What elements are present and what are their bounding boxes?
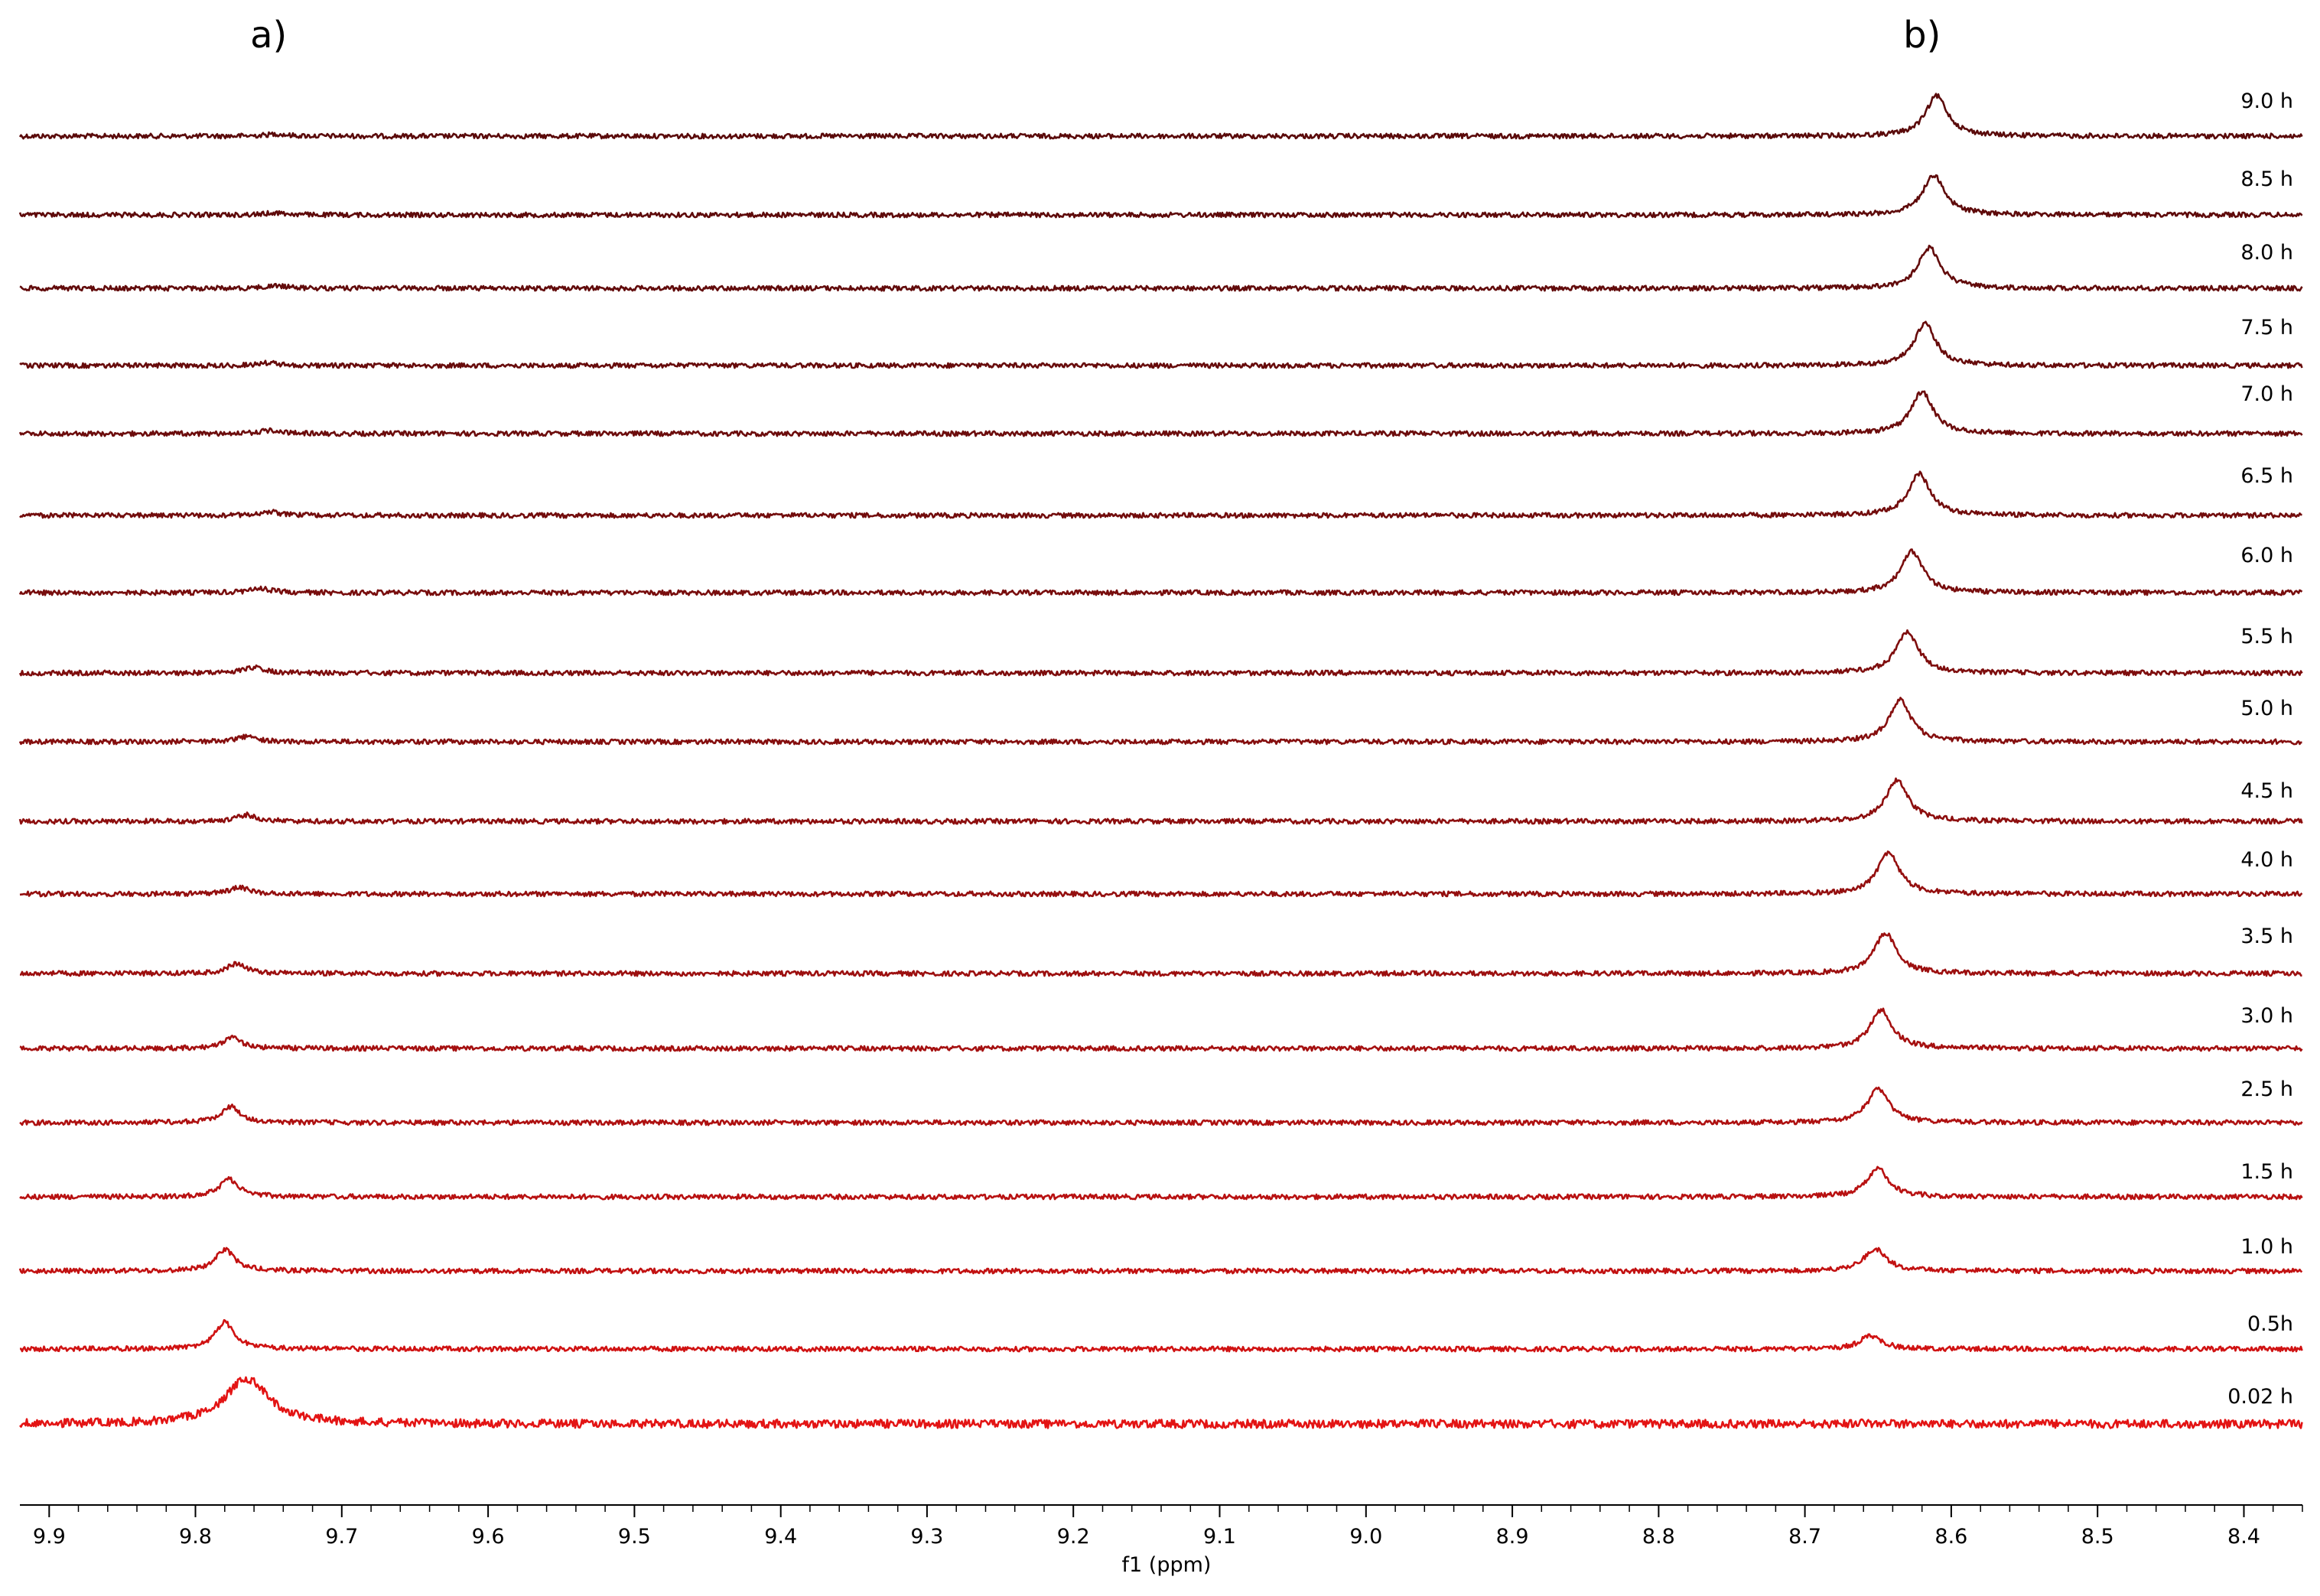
spectrum-trace-5 [18, 390, 2303, 437]
time-label-16: 1.0 h [2240, 1235, 2293, 1259]
x-tick-label: 8.8 [1642, 1525, 1675, 1549]
time-label-17: 0.5h [2247, 1312, 2293, 1336]
x-tick-label: 9.1 [1203, 1525, 1236, 1549]
panel-label-a: a) [250, 14, 287, 57]
spectrum-trace-15 [19, 1165, 2303, 1201]
x-tick-label: 9.5 [618, 1525, 651, 1549]
x-tick-label: 8.4 [2227, 1525, 2260, 1549]
spectrum-trace-12 [19, 932, 2302, 977]
time-label-10: 4.5 h [2240, 779, 2293, 803]
time-label-6: 6.5 h [2240, 464, 2293, 488]
time-label-15: 1.5 h [2240, 1160, 2293, 1184]
time-label-7: 6.0 h [2240, 544, 2293, 567]
x-tick-label: 8.9 [1496, 1525, 1529, 1549]
spectrum-trace-1 [18, 93, 2303, 140]
spectrum-trace-2 [18, 174, 2303, 219]
x-tick-label: 9.4 [764, 1525, 797, 1549]
spectrum-trace-6 [19, 470, 2302, 519]
time-label-9: 5.0 h [2240, 697, 2293, 720]
time-label-2: 8.5 h [2240, 167, 2293, 191]
spectrum-trace-16 [18, 1247, 2303, 1275]
spectrum-trace-13 [19, 1007, 2303, 1052]
time-label-5: 7.0 h [2240, 382, 2293, 406]
x-tick-label: 9.7 [325, 1525, 358, 1549]
spectrum-trace-3 [19, 245, 2303, 292]
x-tick-label: 8.7 [1788, 1525, 1821, 1549]
spectrum-trace-9 [18, 697, 2302, 746]
time-label-1: 9.0 h [2240, 89, 2293, 113]
spectrum-trace-4 [19, 320, 2303, 369]
x-axis-ticks: 9.9 9.8 9.7 9.6 9.5 9.4 9.3 9.2 9.1 9.0 8.9 8.8 8.7 8… [33, 1505, 2303, 1549]
spectrum-trace-17 [19, 1318, 2303, 1353]
x-tick-label: 9.3 [910, 1525, 943, 1549]
x-tick-label: 8.5 [2081, 1525, 2114, 1549]
spectrum-trace-11 [19, 850, 2303, 898]
time-label-13: 3.0 h [2240, 1004, 2293, 1028]
spectrum-trace-14 [19, 1086, 2303, 1126]
time-label-12: 3.5 h [2240, 925, 2293, 948]
time-label-11: 4.0 h [2240, 848, 2293, 872]
panel-labels: a) b) [250, 14, 1941, 57]
time-label-8: 5.5 h [2240, 625, 2293, 648]
x-tick-label: 9.9 [33, 1525, 66, 1549]
x-tick-label: 9.6 [472, 1525, 505, 1549]
panel-label-b: b) [1903, 14, 1941, 57]
x-tick-label: 9.0 [1349, 1525, 1382, 1549]
x-tick-label: 8.6 [1934, 1525, 1967, 1549]
time-labels: 9.0 h 8.5 h 8.0 h 7.5 h 7.0 h 6.5 h 6.0 h 5.5 h… [2227, 89, 2293, 1409]
x-tick-label: 9.8 [179, 1525, 212, 1549]
x-axis: 9.9 9.8 9.7 9.6 9.5 9.4 9.3 9.2 9.1 9.0 8.9 8.8 8.7 8… [20, 1504, 2303, 1577]
spectrum-trace-8 [18, 629, 2303, 677]
x-axis-title: f1 (ppm) [1122, 1553, 1212, 1577]
time-label-14: 2.5 h [2240, 1078, 2293, 1101]
spectrum-trace-10 [18, 777, 2303, 825]
time-label-4: 7.5 h [2240, 316, 2293, 340]
time-label-18: 0.02 h [2227, 1385, 2293, 1409]
spectra-traces [18, 93, 2303, 1429]
spectrum-trace-7 [18, 548, 2303, 596]
time-label-3: 8.0 h [2240, 241, 2293, 265]
spectrum-trace-18 [19, 1376, 2303, 1429]
x-tick-label: 9.2 [1057, 1525, 1090, 1549]
